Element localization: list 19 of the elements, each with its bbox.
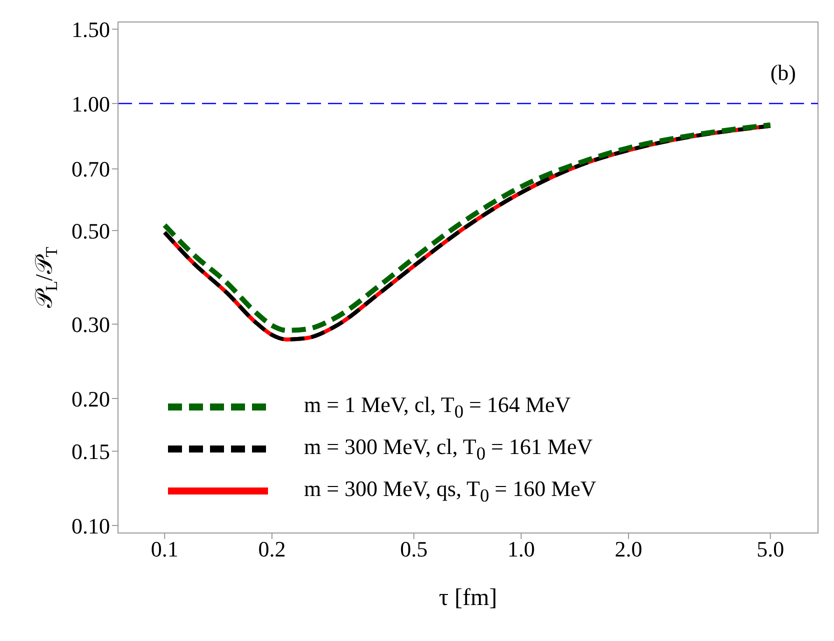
annotation: (b) (770, 60, 796, 85)
legend-label: m = 1 MeV, cl, T$_{0}$ = 164 MeV (304, 392, 571, 422)
legend-label: m = 300 MeV, cl, T$_{0}$ = 161 MeV (304, 434, 593, 464)
y-tick-label: 0.20 (72, 386, 110, 412)
y-tick-label: 0.10 (72, 513, 110, 538)
x-tick-label: 0.5 (400, 536, 428, 562)
y-tick-label: 1.00 (72, 91, 110, 116)
y-tick-label: 1.50 (72, 17, 110, 42)
y-tick-label: 0.30 (72, 312, 110, 337)
y-tick-label: 0.70 (72, 156, 110, 182)
x-tick-label: 1.0 (507, 536, 535, 562)
y-tick-label: 0.50 (72, 218, 110, 244)
x-tick-label: 2.0 (614, 536, 642, 562)
y-tick-label: 0.15 (72, 439, 110, 464)
x-tick-label: 0.1 (150, 536, 178, 562)
x-tick-label: 5.0 (756, 536, 784, 562)
x-tick-label: 0.2 (258, 536, 286, 562)
x-axis-title: τ [fm] (438, 585, 498, 611)
legend-label: m = 300 MeV, qs, T$_{0}$ = 160 MeV (304, 476, 596, 506)
